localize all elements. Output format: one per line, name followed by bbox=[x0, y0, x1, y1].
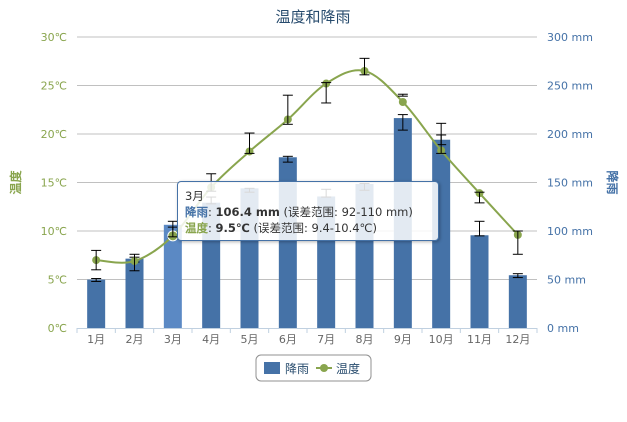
legend-temp-symbol bbox=[320, 364, 328, 372]
y-right-tick-label: 200 mm bbox=[547, 128, 593, 141]
y-left-axis-title: 温度 bbox=[8, 170, 23, 195]
y-left-tick-label: 20℃ bbox=[41, 128, 67, 141]
x-tick-label: 9月 bbox=[394, 333, 412, 346]
y-right-tick-label: 50 mm bbox=[547, 274, 586, 287]
y-right-tick-label: 0 mm bbox=[547, 322, 579, 335]
y-left-tick-label: 30℃ bbox=[41, 31, 67, 44]
tooltip-temp-value: 9.5℃ bbox=[215, 221, 250, 235]
bar-rain bbox=[163, 224, 182, 328]
x-tick-label: 3月 bbox=[164, 333, 182, 346]
x-tick-label: 12月 bbox=[505, 333, 530, 346]
x-tick-label: 6月 bbox=[279, 333, 297, 346]
tooltip-temp-range: (误差范围: 9.4-10.4℃) bbox=[253, 221, 377, 235]
y-right-tick-label: 100 mm bbox=[547, 225, 593, 238]
x-tick-label: 11月 bbox=[467, 333, 492, 346]
y-left-tick-label: 25℃ bbox=[41, 80, 67, 93]
y-left-tick-label: 10℃ bbox=[41, 225, 67, 238]
tooltip-temp-label: 温度 bbox=[185, 221, 208, 235]
tooltip-rain-range: (误差范围: 92-110 mm) bbox=[283, 205, 413, 219]
x-tick-label: 10月 bbox=[429, 333, 454, 346]
x-tick-label: 4月 bbox=[202, 333, 220, 346]
tooltip: 3月 降雨: 106.4 mm (误差范围: 92-110 mm) 温度: 9.… bbox=[177, 181, 439, 241]
x-tick-label: 2月 bbox=[126, 333, 144, 346]
x-tick-label: 5月 bbox=[241, 333, 259, 346]
y-right-axis-title: 降雨 bbox=[605, 170, 620, 194]
x-tick-label: 1月 bbox=[87, 333, 105, 346]
y-right-tick-label: 150 mm bbox=[547, 177, 593, 190]
legend-box bbox=[255, 354, 372, 382]
bar-rain bbox=[125, 258, 144, 328]
bar-rain bbox=[87, 279, 106, 328]
tooltip-rain-value: 106.4 mm bbox=[215, 205, 280, 219]
x-tick-label: 7月 bbox=[317, 333, 335, 346]
legend-rain-label: 降雨 bbox=[285, 362, 309, 376]
x-tick-label: 8月 bbox=[356, 333, 374, 346]
y-right-tick-label: 250 mm bbox=[547, 80, 593, 93]
y-right-tick-label: 300 mm bbox=[547, 31, 593, 44]
tooltip-header: 3月 bbox=[185, 189, 204, 203]
y-left-tick-label: 0℃ bbox=[48, 322, 67, 335]
y-left-tick-label: 15℃ bbox=[41, 177, 67, 190]
tooltip-rain-label: 降雨 bbox=[185, 205, 208, 219]
legend-temp-label: 温度 bbox=[336, 361, 360, 376]
bar-rain bbox=[470, 235, 489, 328]
chart-title: 温度和降雨 bbox=[275, 8, 350, 26]
y-left-tick-label: 5℃ bbox=[48, 274, 67, 287]
point-temperature bbox=[398, 97, 407, 106]
legend-rain-symbol bbox=[264, 362, 280, 374]
bar-rain bbox=[508, 275, 527, 328]
